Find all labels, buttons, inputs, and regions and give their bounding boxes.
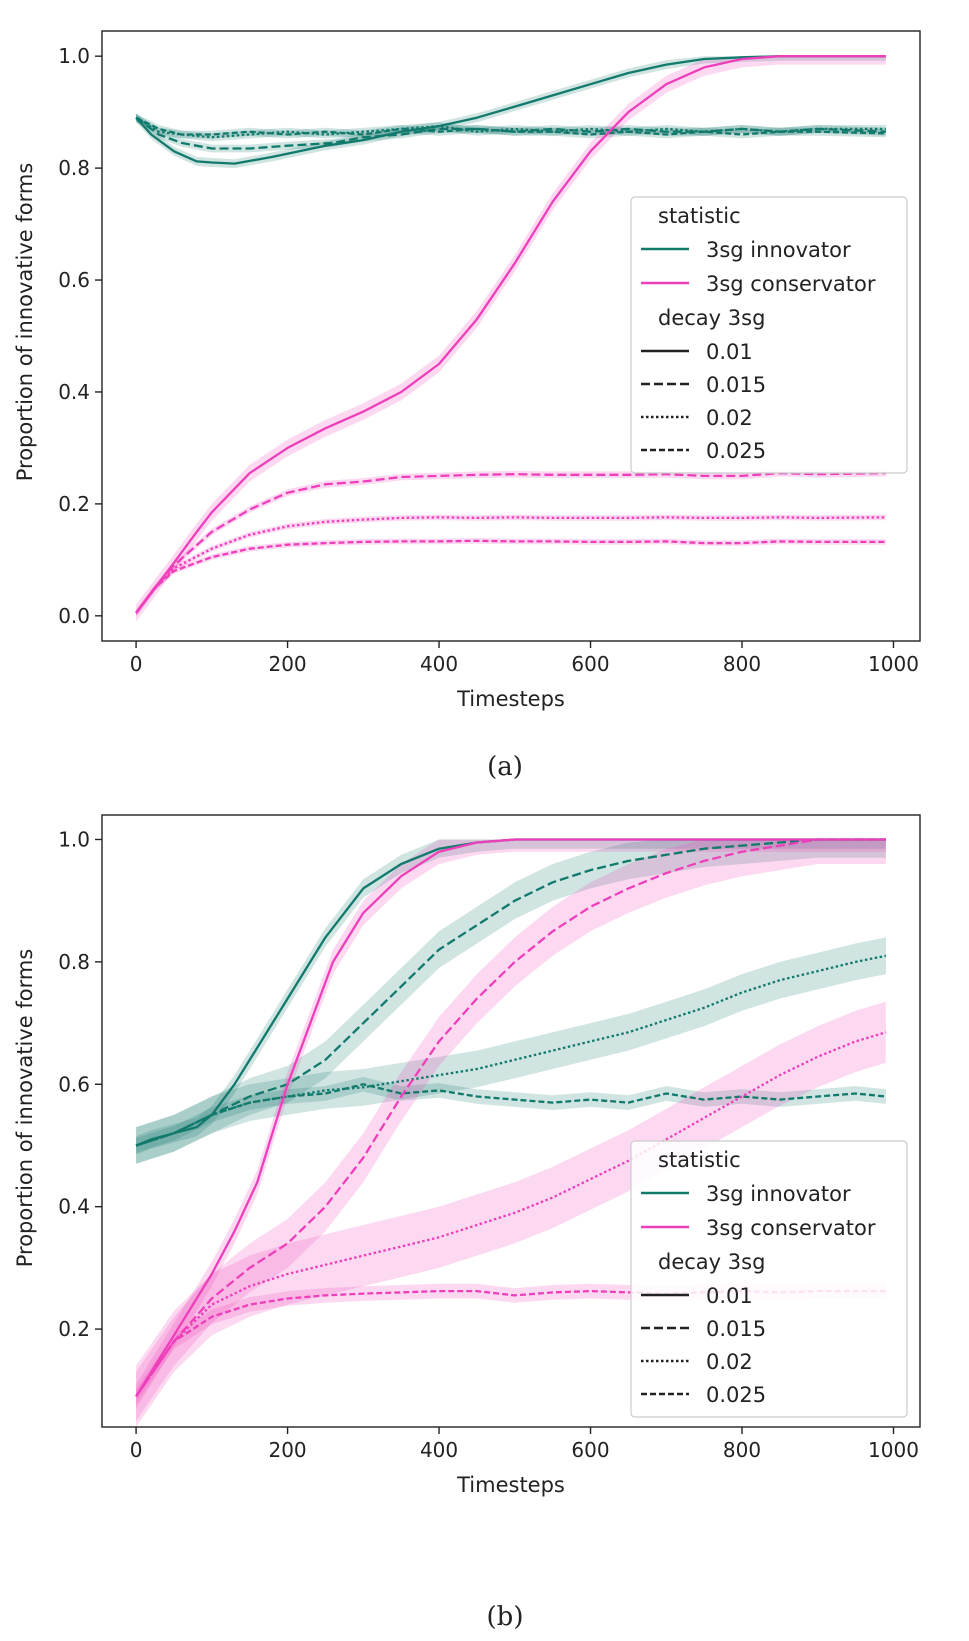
legend-title-statistic-b: statistic xyxy=(658,1148,741,1172)
legend-label-decay-0-015-a: 0.015 xyxy=(706,373,766,397)
x-tick-label: 1000 xyxy=(868,652,919,676)
ci-band-conservator-0.02 xyxy=(136,1001,886,1427)
x-axis-title-b: Timesteps xyxy=(456,1473,565,1497)
x-axis-a: 0 200 400 600 800 1000 xyxy=(130,641,919,676)
y-tick-label: 0.4 xyxy=(58,1195,90,1219)
ci-band-conservator-0.015 xyxy=(136,839,886,1421)
x-tick-label: 600 xyxy=(571,652,609,676)
series-line-innovator-0.02 xyxy=(135,954,887,1147)
series-line-innovator-0.015 xyxy=(135,116,886,150)
x-tick-label: 200 xyxy=(268,1438,306,1462)
panel-b: 0 200 400 600 800 1000 0.2 0.4 0.6 0.8 1.0 Timest… xyxy=(13,814,921,1632)
legend-a: statistic 3sg innovator 3sg conservator … xyxy=(630,196,908,474)
y-tick-label: 1.0 xyxy=(58,827,90,851)
legend-title-decay-a: decay 3sg xyxy=(658,306,765,330)
y-tick-label: 0.0 xyxy=(58,604,90,628)
series-lines-a xyxy=(135,55,886,614)
ci-band-innovator-0.025 xyxy=(136,1076,886,1153)
y-axis-title-a: Proportion of innovative forms xyxy=(13,163,37,482)
y-tick-label: 0.6 xyxy=(58,268,90,292)
ci-band-innovator-0.015 xyxy=(136,839,886,1164)
legend-label-decay-0-015-b: 0.015 xyxy=(706,1317,766,1341)
series-line-innovator-0.02 xyxy=(135,116,886,139)
y-tick-label: 0.2 xyxy=(58,1317,90,1341)
x-tick-label: 600 xyxy=(571,1438,609,1462)
series-line-innovator-0.025 xyxy=(135,1083,887,1147)
legend-label-decay-0-025-b: 0.025 xyxy=(706,1383,766,1407)
caption-b: (b) xyxy=(487,1602,524,1632)
y-tick-label: 0.8 xyxy=(58,950,90,974)
x-tick-label: 800 xyxy=(723,652,761,676)
legend-label-decay-0-025-a: 0.025 xyxy=(706,439,766,463)
x-axis-b: 0 200 400 600 800 1000 xyxy=(130,1427,919,1462)
legend-label-innovator-b: 3sg innovator xyxy=(706,1182,851,1206)
x-axis-title-a: Timesteps xyxy=(456,687,565,711)
y-tick-label: 0.2 xyxy=(58,492,90,516)
series-line-conservator-0.02 xyxy=(135,1031,887,1398)
y-tick-label: 0.6 xyxy=(58,1072,90,1096)
x-tick-label: 400 xyxy=(420,652,458,676)
legend-label-decay-0-01-b: 0.01 xyxy=(706,1284,753,1308)
series-line-conservator-0.025 xyxy=(135,539,886,614)
ci-band-conservator-0.01 xyxy=(136,839,886,1409)
legend-label-decay-0-02-a: 0.02 xyxy=(706,406,753,430)
legend-box-a xyxy=(630,196,908,474)
x-tick-label: 200 xyxy=(268,652,306,676)
series-line-conservator-0.01 xyxy=(135,838,886,1398)
x-tick-label: 0 xyxy=(130,652,143,676)
y-tick-label: 1.0 xyxy=(58,44,90,68)
legend-title-statistic-a: statistic xyxy=(658,204,741,228)
series-line-conservator-0.015 xyxy=(135,471,886,614)
y-axis-a: 0.0 0.2 0.4 0.6 0.8 1.0 xyxy=(58,44,102,628)
ci-band-innovator-0.01 xyxy=(136,839,886,1155)
y-tick-label: 0.8 xyxy=(58,156,90,180)
legend-label-innovator-a: 3sg innovator xyxy=(706,238,851,262)
x-tick-label: 0 xyxy=(130,1438,143,1462)
legend-label-decay-0-01-a: 0.01 xyxy=(706,340,753,364)
panel-a: 0 200 400 600 800 1000 0.0 0.2 0.4 0.6 0.8 1.0 Tim… xyxy=(13,30,921,782)
series-line-conservator-0.02 xyxy=(135,516,886,614)
ci-band-innovator-0.02 xyxy=(136,937,886,1164)
y-tick-label: 0.4 xyxy=(58,380,90,404)
series-line-conservator-0.015 xyxy=(135,838,886,1398)
x-tick-label: 1000 xyxy=(868,1438,919,1462)
series-line-innovator-0.025 xyxy=(135,116,886,136)
series-line-conservator-0.01 xyxy=(135,55,886,614)
legend-label-decay-0-02-b: 0.02 xyxy=(706,1350,753,1374)
legend-label-conservator-b: 3sg conservator xyxy=(706,1216,876,1240)
x-tick-label: 800 xyxy=(723,1438,761,1462)
y-axis-title-b: Proportion of innovative forms xyxy=(13,949,37,1268)
series-line-innovator-0.015 xyxy=(135,838,886,1147)
legend-box-b xyxy=(630,1140,908,1418)
legend-title-decay-b: decay 3sg xyxy=(658,1250,765,1274)
series-line-innovator-0.01 xyxy=(135,55,886,165)
legend-b: statistic 3sg innovator 3sg conservator … xyxy=(630,1140,908,1418)
y-axis-b: 0.2 0.4 0.6 0.8 1.0 xyxy=(58,827,102,1341)
x-tick-label: 400 xyxy=(420,1438,458,1462)
legend-label-conservator-a: 3sg conservator xyxy=(706,272,876,296)
caption-a: (a) xyxy=(487,752,523,782)
